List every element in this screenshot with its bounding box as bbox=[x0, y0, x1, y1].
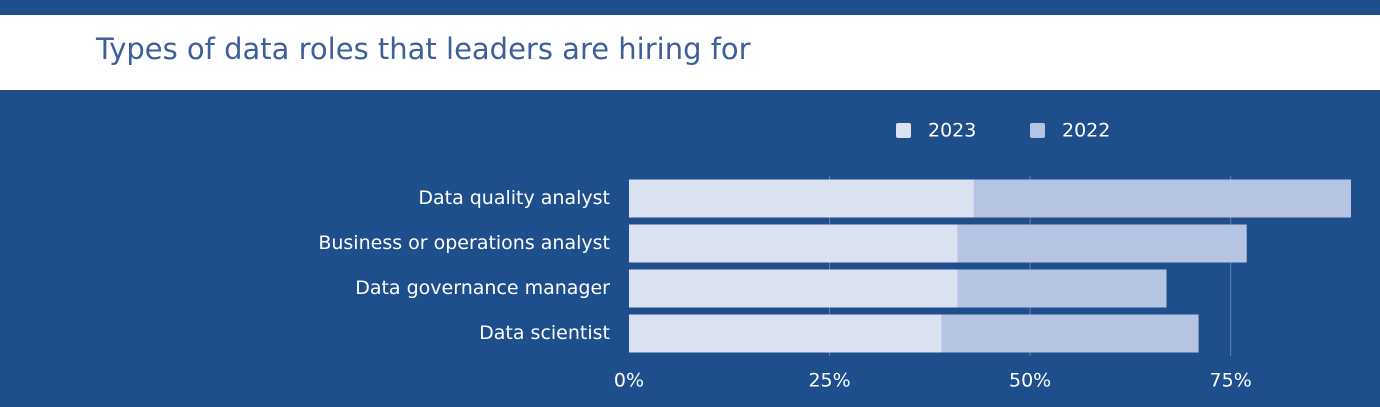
legend-swatch bbox=[1030, 123, 1045, 138]
x-tick-label: 50% bbox=[1009, 370, 1051, 392]
x-tick-label: 75% bbox=[1210, 370, 1252, 392]
y-tick-label: Data quality analyst bbox=[418, 187, 610, 209]
bar bbox=[957, 224, 1247, 263]
legend-swatch bbox=[896, 123, 911, 138]
bar bbox=[957, 269, 1167, 308]
bar bbox=[629, 269, 958, 308]
title-band bbox=[0, 15, 1380, 90]
chart-title: Types of data roles that leaders are hir… bbox=[95, 32, 751, 66]
bar bbox=[629, 314, 942, 353]
legend-label: 2023 bbox=[928, 120, 976, 142]
bar bbox=[973, 179, 1351, 218]
y-tick-label: Business or operations analyst bbox=[318, 232, 610, 254]
y-tick-label: Data scientist bbox=[479, 322, 610, 344]
x-tick-label: 0% bbox=[614, 370, 644, 392]
bar bbox=[629, 224, 958, 263]
bar bbox=[941, 314, 1199, 353]
bar bbox=[629, 179, 974, 218]
legend-label: 2022 bbox=[1062, 120, 1110, 142]
x-tick-label: 25% bbox=[808, 370, 850, 392]
y-tick-label: Data governance manager bbox=[355, 277, 610, 299]
top-band bbox=[0, 0, 1380, 15]
